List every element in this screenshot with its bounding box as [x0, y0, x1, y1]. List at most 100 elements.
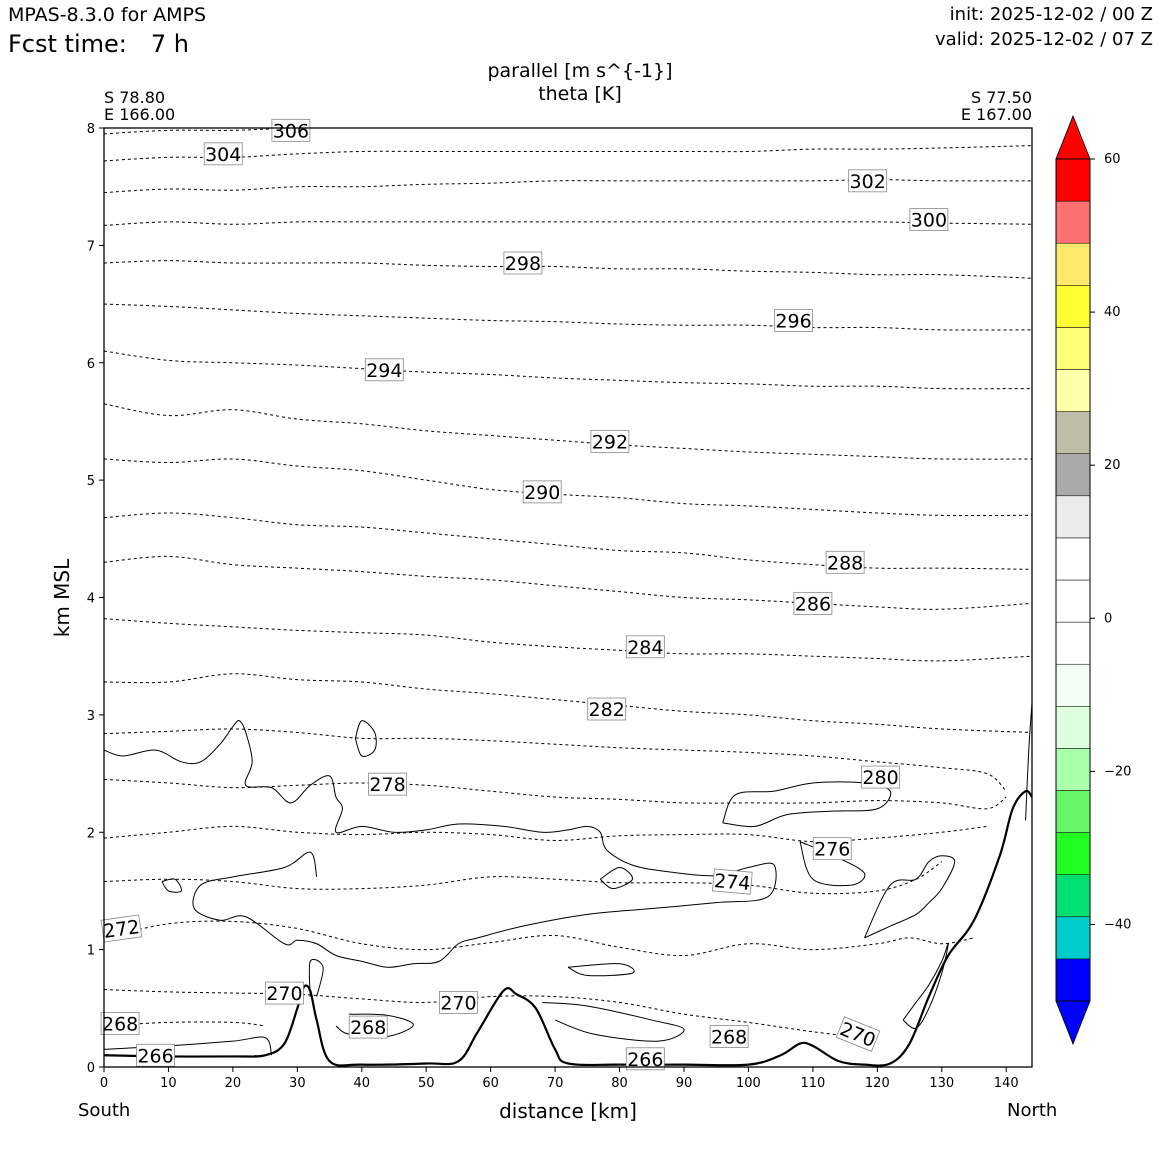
left-endpoint-lat: S 78.80	[104, 88, 166, 107]
theta-label-21: 298	[503, 251, 543, 275]
x-tick-label: 110	[800, 1076, 825, 1091]
theta-label-text: 294	[366, 360, 402, 382]
theta-label-16: 288	[825, 550, 865, 574]
colorbar-band	[1055, 706, 1091, 749]
theta-contour-290	[104, 458, 1032, 517]
y-tick-label: 1	[87, 944, 95, 959]
theta-contours	[104, 128, 1032, 1058]
theta-label-text: 292	[592, 431, 628, 453]
theta-label-box	[368, 772, 407, 796]
x-tick-label: 50	[418, 1076, 435, 1091]
theta-label-text: 290	[524, 482, 560, 504]
theta-label-text: 302	[850, 171, 886, 193]
theta-label-text: 270	[440, 992, 476, 1014]
x-tick-label: 40	[354, 1076, 371, 1091]
theta-contour-272	[104, 920, 975, 956]
left-endpoint-lon: E 166.00	[104, 105, 176, 124]
terrain-line	[104, 789, 1032, 1067]
wind-contours	[104, 703, 1032, 1056]
theta-label-17: 290	[522, 480, 562, 504]
theta-label-box	[774, 309, 813, 332]
colorbar-band	[1055, 411, 1091, 454]
y-tick-label: 6	[87, 357, 95, 372]
y-tick-label: 8	[87, 122, 95, 137]
colorbar-band	[1055, 369, 1091, 412]
y-tick-label: 7	[87, 239, 95, 254]
theta-label-text: 278	[369, 774, 405, 796]
y-tick-label: 5	[87, 474, 95, 489]
theta-contour-276	[104, 825, 987, 843]
wind-contour-3	[599, 866, 633, 890]
x-tick-label: 100	[736, 1076, 761, 1091]
theta-contour-284	[104, 618, 1032, 662]
colorbar-extend-low	[1055, 1000, 1091, 1046]
theta-label-14: 284	[625, 635, 665, 659]
theta-label-box	[271, 118, 311, 142]
theta-label-15: 286	[793, 591, 833, 615]
theta-label-7: 270	[835, 1016, 881, 1052]
wind-contour-11	[335, 1013, 414, 1038]
colorbar-tick-label: −40	[1104, 917, 1131, 932]
theta-label-text: 276	[814, 839, 850, 861]
theta-label-text: 306	[273, 120, 309, 142]
theta-label-box	[835, 1016, 881, 1052]
colorbar-band	[1055, 663, 1091, 707]
theta-contour-306	[104, 128, 362, 135]
theta-label-box	[100, 1012, 140, 1035]
theta-contour-294	[104, 350, 1032, 390]
colorbar-band	[1055, 832, 1091, 875]
theta-contour-274	[104, 861, 943, 895]
x-tick-label: 70	[547, 1076, 564, 1091]
theta-label-box	[848, 169, 888, 193]
colorbar-band	[1055, 958, 1091, 1002]
theta-label-1: 266	[625, 1047, 665, 1071]
theta-label-text: 284	[627, 637, 663, 659]
y-tick-label: 2	[87, 826, 95, 841]
theta-label-text: 304	[205, 144, 241, 166]
theta-label-25: 306	[271, 118, 311, 142]
forecast-time: Fcst time: 7 h	[8, 32, 189, 56]
theta-label-text: 288	[827, 552, 863, 574]
x-tick-label: 0	[100, 1076, 108, 1091]
right-endpoint-lat: S 77.50	[970, 88, 1032, 107]
theta-label-20: 296	[774, 309, 813, 332]
theta-label-text: 266	[137, 1045, 173, 1067]
wind-contour-13	[1025, 703, 1032, 821]
theta-label-23: 302	[848, 169, 888, 193]
theta-label-box	[793, 591, 833, 615]
wind-contour-0	[104, 720, 777, 968]
theta-contour-288	[104, 512, 1032, 570]
colorbar-band	[1055, 790, 1091, 833]
theta-label-2: 268	[100, 1012, 140, 1036]
chart-title-line-2: theta [K]	[538, 83, 622, 105]
colorbar-band	[1055, 916, 1091, 960]
x-right-label: North	[1007, 1100, 1058, 1121]
colorbar-band	[1055, 158, 1091, 202]
theta-label-18: 292	[590, 429, 630, 453]
colorbar-band	[1055, 621, 1091, 665]
x-tick-label: 10	[160, 1076, 177, 1091]
right-endpoint-lon: E 167.00	[960, 105, 1032, 124]
y-tick-label: 3	[87, 709, 95, 724]
wind-contour-12	[542, 1001, 685, 1042]
x-tick-label: 120	[865, 1076, 890, 1091]
colorbar-tick-label: 20	[1104, 458, 1121, 473]
colorbar-band	[1055, 874, 1091, 918]
colorbar-band	[1055, 579, 1091, 623]
theta-label-5: 270	[265, 981, 304, 1005]
wind-contour-4	[567, 963, 635, 977]
wind-contour-7	[863, 855, 956, 939]
theta-label-text: 270	[266, 983, 302, 1005]
wind-contour-10	[104, 1036, 273, 1056]
theta-label-box	[203, 142, 243, 166]
theta-label-box	[625, 1047, 665, 1071]
theta-label-text: 282	[589, 699, 625, 721]
colorbar-band	[1055, 327, 1091, 370]
theta-label-4: 268	[709, 1025, 749, 1048]
theta-contour-286	[104, 555, 1032, 610]
theta-label-box	[503, 251, 543, 275]
colorbar-band	[1055, 200, 1091, 244]
model-name: MPAS-8.3.0 for AMPS	[8, 4, 207, 26]
theta-contour-300	[104, 221, 1032, 226]
